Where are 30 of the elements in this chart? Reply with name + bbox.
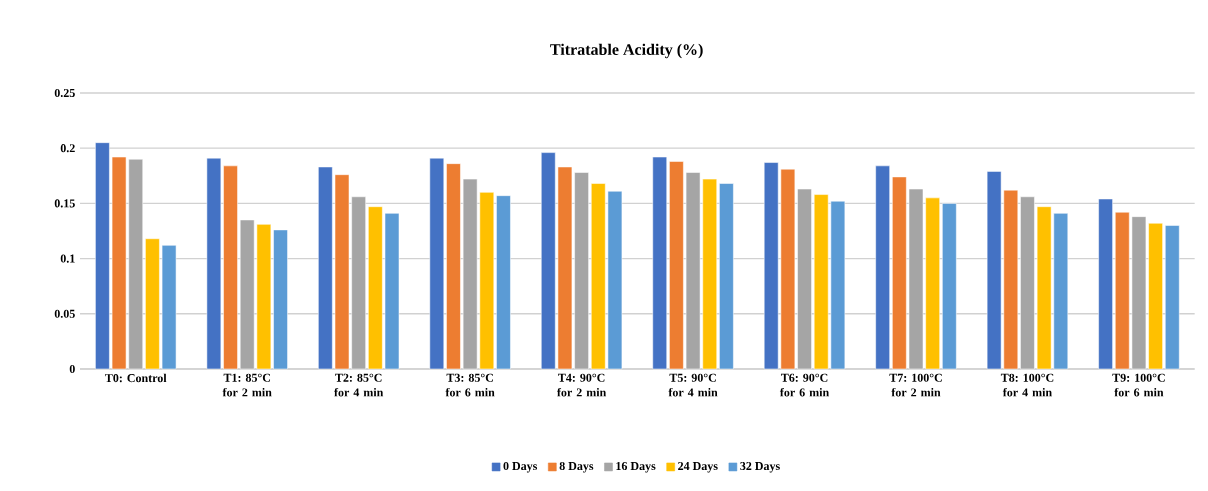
bar [875,165,890,370]
legend-label: 0 Days [503,461,538,473]
bar [1098,198,1113,370]
x-tick-label: T7: 100°C for 2 min [889,373,942,397]
legend-label: 24 Days [678,461,718,473]
x-tick-label: T1: 85°C for 2 min [222,373,272,397]
x-tick-label: T3: 85°C for 6 min [445,373,495,397]
x-tick-label: T5: 90°C for 4 min [668,373,718,397]
chart-title: Titratable Acidity (%) [550,43,703,59]
bar [429,157,445,370]
y-tick-label: 0.2 [60,144,75,153]
bar [496,195,511,370]
x-tick-label: T9: 100°C for 6 min [1112,373,1165,397]
x-tick-label: T4: 90°C for 2 min [557,373,607,397]
legend-label: 32 Days [740,461,780,473]
bar [942,203,957,370]
y-tick-label: 0.25 [54,88,75,98]
bar [719,183,734,370]
y-tick-label: 0.15 [54,199,75,208]
bar [652,156,668,370]
legend-label: 8 Days [559,461,594,473]
y-tick-label: 0 [69,364,75,374]
x-tick-label: T8: 100°C for 4 min [1000,373,1054,397]
y-tick-label: 0.1 [60,254,75,263]
bar [1165,225,1180,370]
x-tick-label: T2: 85°C for 4 min [334,373,384,397]
x-tick-label: T0: Control [105,373,167,383]
x-tick-label: T6: 90°C for 6 min [779,373,830,397]
y-tick-label: 0.05 [54,309,75,318]
legend-label: 16 Days [616,461,656,473]
